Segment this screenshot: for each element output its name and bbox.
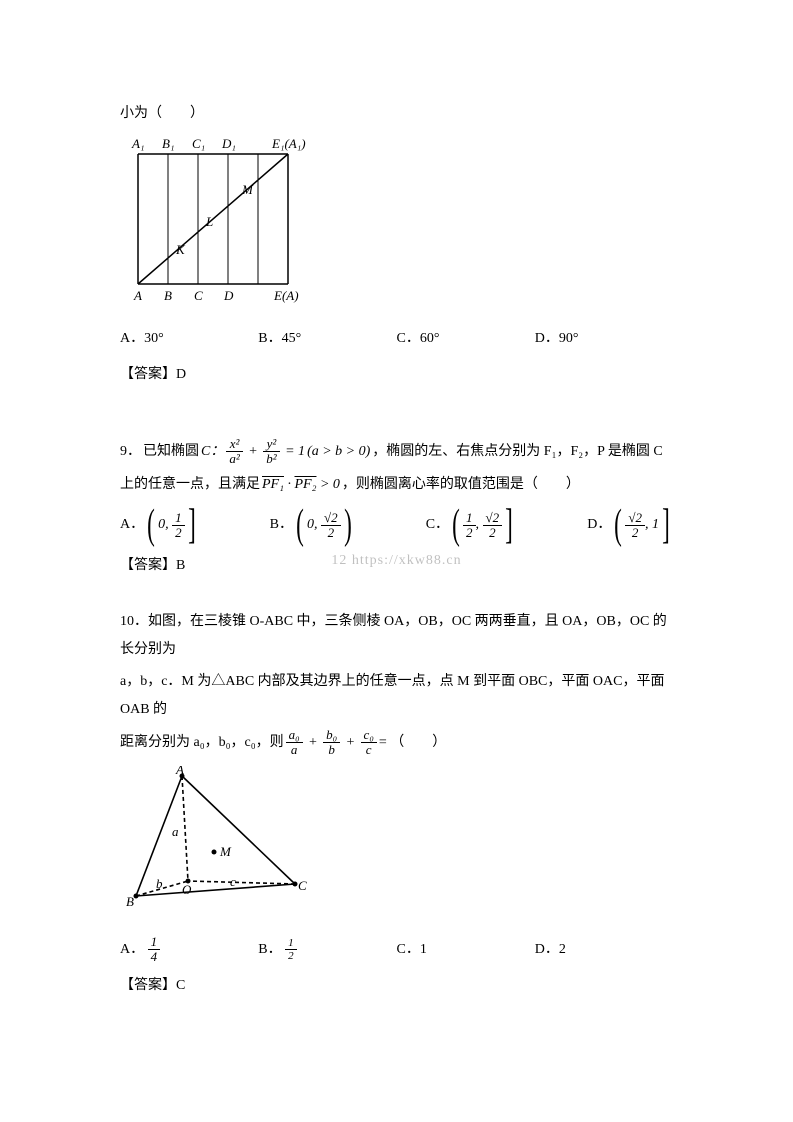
svg-text:D: D [223, 288, 234, 303]
svg-text:A: A [175, 766, 184, 777]
q8-fragment: 小为（ ） [120, 100, 673, 128]
q10-choice-a: A． 14 [120, 935, 258, 965]
page-content: 小为（ ） A₁ B₁ C₁ D₁ E₁(A₁) A B C D E(A) K L M A．30° B．… [0, 0, 793, 1088]
q8-choice-c: C．60° [397, 325, 535, 353]
svg-text:c: c [230, 874, 236, 889]
q9-choice-c: C． ( 12 , √22 ] [426, 509, 516, 543]
q10-choice-b: B． 12 [258, 936, 396, 964]
svg-text:C: C [298, 878, 307, 893]
svg-text:A₁: A₁ [131, 136, 144, 151]
q9-choice-b: B． ( 0, √22 ) [270, 509, 355, 543]
q10-line2: a，b，c．M 为△ABC 内部及其边界上的任意一点，点 M 到平面 OBC，平… [120, 668, 673, 724]
q8-choice-b: B．45° [258, 325, 396, 353]
q9-choice-d: D． ( √22 , 1 ] [587, 509, 673, 543]
svg-text:O: O [182, 882, 192, 897]
svg-text:B: B [126, 894, 134, 909]
svg-text:a: a [172, 824, 179, 839]
q10-diagram: A B C O Ma b c [120, 766, 673, 927]
q10-line3: 距离分别为 a₀，b₀，c₀，则 a₀a + b₀b + c₀c = （ ） [120, 728, 673, 758]
svg-text:M: M [219, 844, 232, 859]
q10-answer: 【答案】C [120, 972, 673, 1000]
q10-choices: A． 14 B． 12 C．1 D．2 [120, 935, 673, 965]
svg-text:D₁: D₁ [221, 136, 236, 151]
q9-answer: 【答案】B [120, 552, 673, 580]
q10-choice-d: D．2 [535, 936, 673, 964]
q9-line2: 上的任意一点，且满足 PF₁ · PF₂ > 0 ，则椭圆离心率的取值范围是（ … [120, 471, 673, 499]
q8-answer: 【答案】D [120, 361, 673, 389]
q10-choice-c: C．1 [397, 936, 535, 964]
q8-diagram: A₁ B₁ C₁ D₁ E₁(A₁) A B C D E(A) K L M [120, 136, 673, 317]
svg-text:C₁: C₁ [192, 136, 205, 151]
svg-text:B₁: B₁ [162, 136, 174, 151]
svg-text:M: M [241, 182, 254, 197]
q8-choice-a: A．30° [120, 325, 258, 353]
svg-text:L: L [205, 214, 213, 229]
svg-text:C: C [194, 288, 203, 303]
svg-text:K: K [175, 242, 186, 257]
q9-choice-a: A． ( 0, 12 ] [120, 509, 199, 543]
svg-text:E₁(A₁): E₁(A₁) [271, 136, 306, 151]
q9-choices: A． ( 0, 12 ] B． ( 0, √22 ) C． ( 12 , √22… [120, 509, 673, 543]
q9-line1: 9． 已知椭圆 C： x²a² + y²b² = 1 (a > b > 0) ，… [120, 437, 673, 467]
svg-text:b: b [156, 876, 163, 891]
q8-choice-d: D．90° [535, 325, 673, 353]
svg-text:A: A [133, 288, 142, 303]
svg-text:E(A): E(A) [273, 288, 299, 303]
q10-line1: 10．如图，在三棱锥 O-ABC 中，三条侧棱 OA，OB，OC 两两垂直，且 … [120, 608, 673, 664]
q8-choices: A．30° B．45° C．60° D．90° [120, 325, 673, 353]
svg-text:B: B [164, 288, 172, 303]
